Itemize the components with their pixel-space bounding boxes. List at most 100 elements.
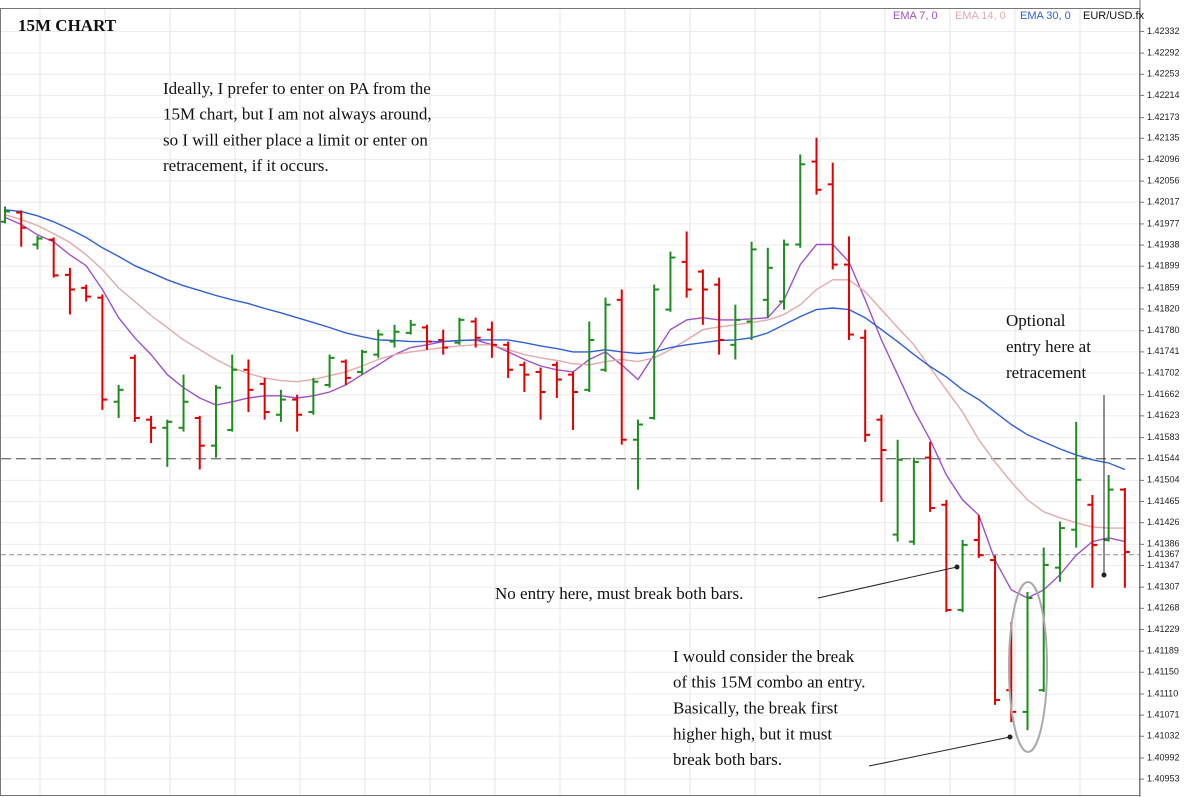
ohlc-bar <box>438 329 449 355</box>
ohlc-bar <box>259 377 270 420</box>
ohlc-bar <box>714 277 725 355</box>
y-tick-label: 1.41820 <box>1147 303 1180 313</box>
ohlc-bar <box>1054 521 1065 582</box>
arrow-dot <box>1101 572 1107 578</box>
ohlc-bar <box>665 251 676 312</box>
ohlc-bar <box>519 361 530 392</box>
legend-entry: EMA 30, 0 <box>1020 10 1071 22</box>
y-tick-label: 1.41032 <box>1147 731 1180 741</box>
y-tick-label: 1.42056 <box>1147 175 1180 185</box>
arrow-dot <box>1007 734 1013 740</box>
ohlc-bar <box>941 499 952 613</box>
annotation-text: Basically, the break first <box>673 699 838 718</box>
ohlc-bar <box>48 237 59 278</box>
vertical-grid <box>39 9 1081 795</box>
legend-entry: EMA 7, 0 <box>893 10 938 22</box>
y-tick-label: 1.41938 <box>1147 239 1180 249</box>
ohlc-bar <box>146 415 157 443</box>
ohlc-bar <box>860 329 871 442</box>
ohlc-bar <box>892 439 903 542</box>
annotation-text: 15M chart, but I am not always around, <box>163 105 432 124</box>
ohlc-bar <box>925 441 936 512</box>
ohlc-bar <box>162 419 173 467</box>
ohlc-bar <box>292 394 303 432</box>
y-tick-label: 1.41544 <box>1147 453 1180 463</box>
y-tick-label: 1.42292 <box>1147 48 1180 58</box>
ohlc-bar <box>535 367 546 420</box>
line-layer <box>4 209 1126 599</box>
y-tick-label: 1.42017 <box>1147 197 1180 207</box>
ohlc-bar <box>178 374 189 432</box>
ohlc-bar <box>194 415 205 470</box>
ohlc-bar <box>827 162 838 270</box>
ohlc-bar <box>649 284 660 420</box>
y-tick-label: 1.40992 <box>1147 752 1180 762</box>
arrow-dot <box>954 564 960 570</box>
ohlc-bar <box>470 317 481 348</box>
ohlc-bar <box>811 137 822 195</box>
y-tick-label: 1.41465 <box>1147 496 1180 506</box>
chart-title: 15M CHART <box>18 16 117 35</box>
ohlc-bar <box>957 540 968 613</box>
ohlc-bar <box>584 321 595 392</box>
ohlc-bar <box>113 384 124 419</box>
bar-layer <box>0 137 1130 731</box>
ohlc-bar <box>697 269 708 325</box>
ohlc-bar <box>373 329 384 358</box>
highlight-ellipse <box>1008 581 1048 753</box>
annotation-text: Ideally, I prefer to enter on PA from th… <box>163 79 431 98</box>
y-tick-label: 1.41347 <box>1147 560 1180 570</box>
ohlc-bar <box>97 294 108 410</box>
y-tick-label: 1.41780 <box>1147 325 1180 335</box>
ohlc-bar <box>210 384 221 458</box>
y-tick-label: 1.42332 <box>1147 26 1180 36</box>
ohlc-bar <box>551 361 562 398</box>
y-tick-label: 1.41741 <box>1147 346 1180 356</box>
ohlc-bar <box>129 354 140 422</box>
y-tick-label: 1.41623 <box>1147 410 1180 420</box>
ohlc-bar <box>227 354 238 432</box>
ohlc-bar <box>600 297 611 372</box>
ohlc-bar <box>16 210 27 247</box>
ohlc-bar <box>275 389 286 422</box>
y-tick-label: 1.41071 <box>1147 710 1180 720</box>
annotation-text: No entry here, must break both bars. <box>495 584 743 603</box>
ohlc-bar <box>681 231 692 298</box>
ohlc-bar <box>795 154 806 248</box>
y-tick-label: 1.42173 <box>1147 112 1180 122</box>
annotation-text: break both bars. <box>673 750 782 769</box>
ohlc-bar <box>632 419 643 490</box>
y-tick-label: 1.42214 <box>1147 90 1180 100</box>
ohlc-bar <box>843 236 854 340</box>
ohlc-bar <box>616 289 627 445</box>
ohlc-bar <box>81 284 92 302</box>
y-tick-label: 1.41702 <box>1147 367 1180 377</box>
y-tick-label: 1.41189 <box>1147 646 1179 656</box>
annotation-text: I would consider the break <box>673 647 855 666</box>
y-tick-label: 1.41268 <box>1147 603 1180 613</box>
y-tick-label: 1.41426 <box>1147 517 1180 527</box>
current-price-label: 1.41367 <box>1147 549 1180 559</box>
ema-line <box>4 214 1125 529</box>
ohlc-bar <box>454 317 465 345</box>
ohlc-bar <box>1119 487 1130 588</box>
annotation-text: entry here at <box>1006 337 1091 356</box>
y-tick-label: 1.41662 <box>1147 389 1180 399</box>
y-tick-label: 1.41859 <box>1147 282 1180 292</box>
legend-entry: EUR/USD.fx <box>1083 10 1145 22</box>
y-tick-label: 1.40953 <box>1147 773 1180 783</box>
ohlc-bar <box>389 324 400 348</box>
annotation-text: of this 15M combo an entry. <box>673 673 865 692</box>
y-tick-label: 1.41386 <box>1147 539 1180 549</box>
annotation-text: retracement, if it occurs. <box>163 156 329 175</box>
y-tick-label: 1.41307 <box>1147 582 1180 592</box>
ohlc-bar <box>730 304 741 360</box>
ohlc-bar <box>421 324 432 350</box>
ohlc-bar <box>762 247 773 318</box>
ohlc-bar <box>64 267 75 315</box>
current-price-box <box>1142 548 1198 561</box>
y-tick-label: 1.42096 <box>1147 154 1180 164</box>
annotation-text: so I will either place a limit or enter … <box>163 130 428 149</box>
ohlc-bar <box>1087 495 1098 588</box>
